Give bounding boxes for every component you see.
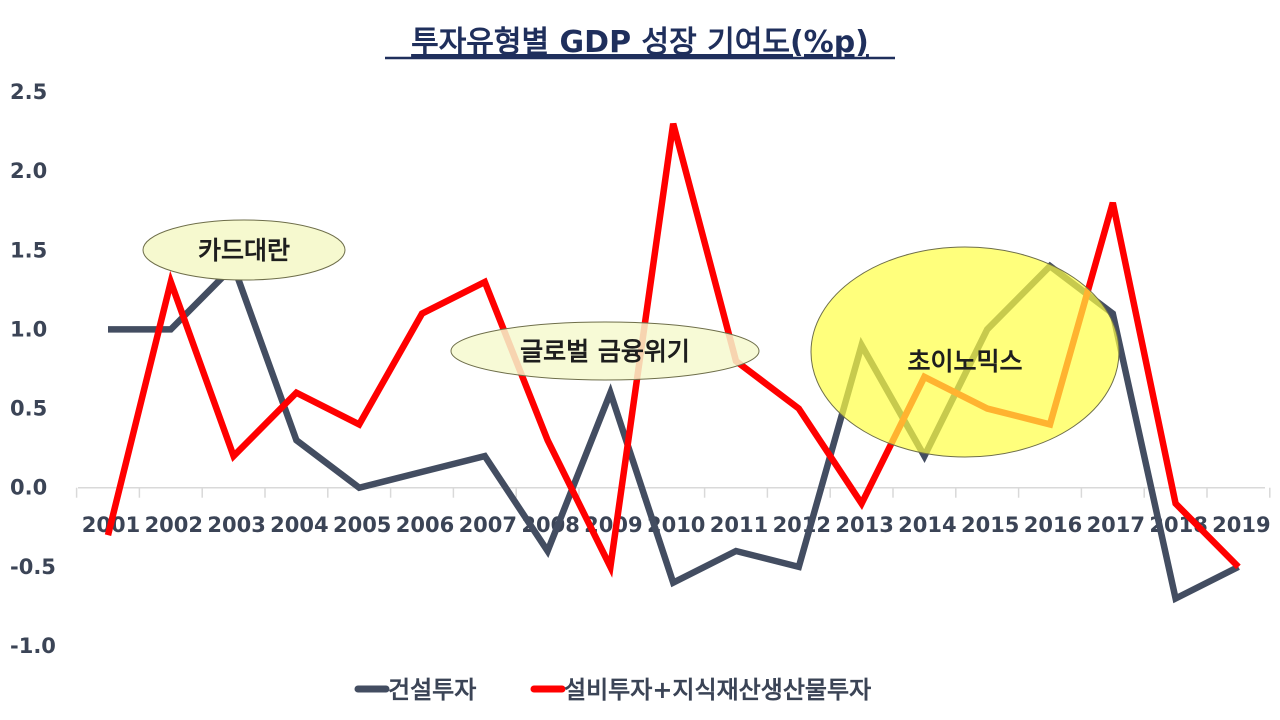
y-tick-label: 0.0 (10, 476, 47, 500)
x-tick-label: 2006 (396, 513, 454, 537)
x-axis (75, 486, 1271, 498)
y-tick-label: -0.5 (10, 555, 56, 579)
y-tick-label: -1.0 (10, 634, 56, 658)
y-tick-label: 2.5 (10, 80, 47, 104)
x-tick-label: 2005 (333, 513, 391, 537)
x-tick-label: 2017 (1087, 513, 1145, 537)
annotation-choinomics-bubble (810, 246, 1120, 458)
annotation-global-financial-crisis-label: 글로벌 금융위기 (520, 337, 690, 366)
x-tick-label: 2012 (773, 513, 831, 537)
x-tick-label: 2013 (835, 513, 893, 537)
annotation-global-financial-crisis-bubble (450, 321, 760, 381)
y-axis-ticks: 2.5 2.0 1.5 1.0 0.5 0.0 -0.5 -1.0 (10, 80, 56, 658)
x-axis-ticks: 2001 2002 2003 2004 2005 2006 2007 2008 2009 2010… (82, 513, 1271, 537)
x-tick-label: 2004 (270, 513, 328, 537)
y-tick-label: 1.0 (10, 317, 47, 341)
y-tick-label: 2.0 (10, 159, 47, 183)
legend: 건설투자 설비투자+지식재산생산물투자 (354, 676, 871, 704)
annotation-choinomics-label: 초이노믹스 (907, 347, 1022, 376)
annotation-card-crisis-bubble (142, 219, 346, 281)
legend-label-construction: 건설투자 (388, 676, 476, 704)
y-tick-label: 1.5 (10, 238, 47, 262)
y-tick-label: 0.5 (10, 397, 47, 421)
x-tick-label: 2015 (961, 513, 1019, 537)
x-tick-label: 2007 (459, 513, 517, 537)
x-tick-label: 2014 (898, 513, 956, 537)
x-tick-label: 2019 (1212, 513, 1270, 537)
legend-label-equipment-ip: 설비투자+지식재산생산물투자 (564, 676, 871, 704)
x-tick-label: 2003 (207, 513, 265, 537)
chart-title: 투자유형별 GDP 성장 기여도(%p) (411, 25, 869, 60)
annotation-card-crisis-label: 카드대란 (198, 236, 290, 265)
x-tick-label: 2002 (145, 513, 203, 537)
x-tick-label: 2011 (710, 513, 768, 537)
x-tick-label: 2016 (1024, 513, 1082, 537)
